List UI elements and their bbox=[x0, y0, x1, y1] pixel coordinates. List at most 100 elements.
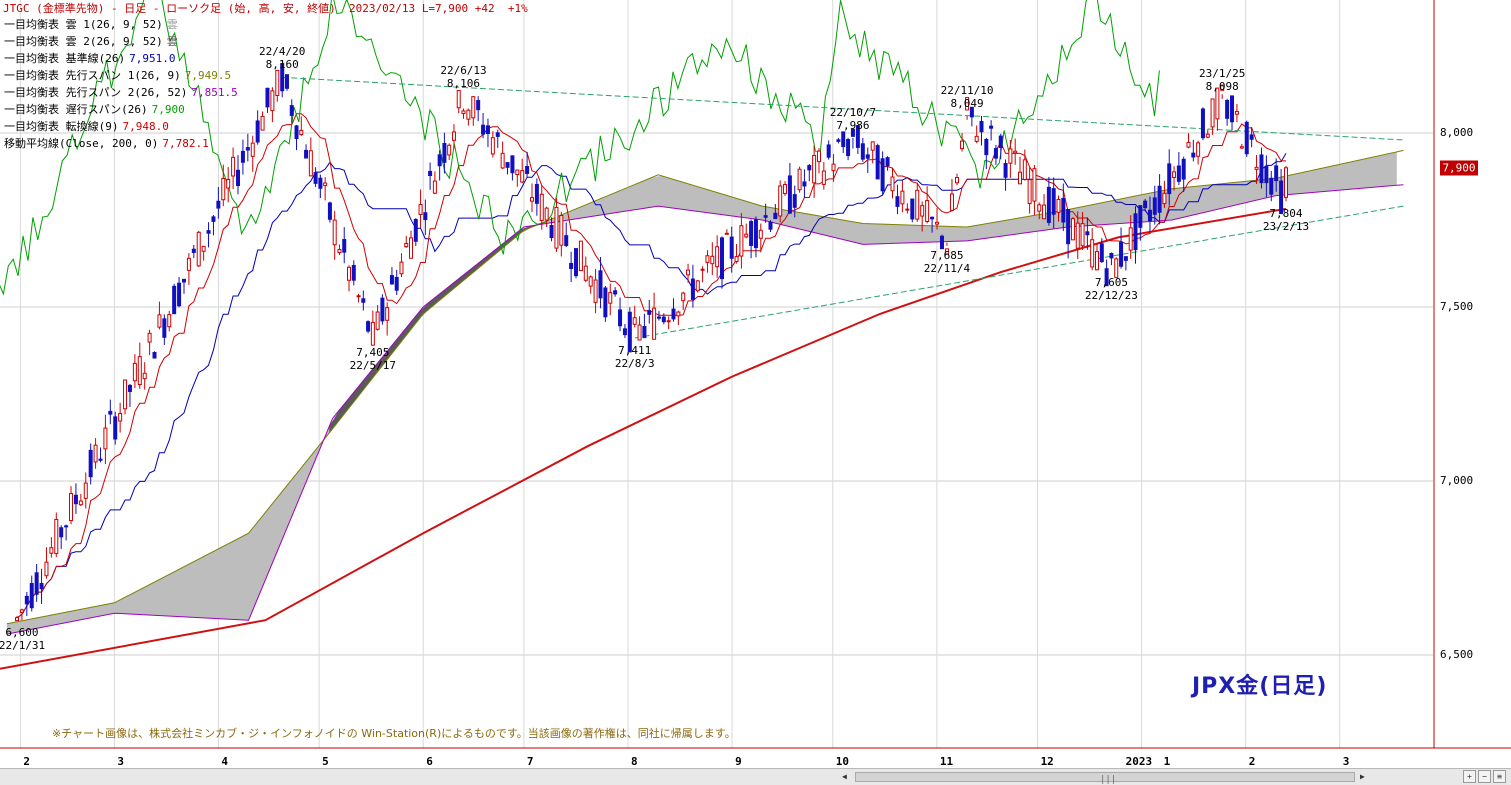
pivot-line-1: 23/1/25 bbox=[1199, 66, 1246, 80]
candle-body bbox=[318, 177, 323, 189]
candle-body bbox=[734, 256, 739, 262]
indicator-label: 一目均衡表 転換線(9) bbox=[4, 120, 119, 133]
indicator-value: 7,851.5 bbox=[191, 86, 238, 99]
candle-body bbox=[1099, 243, 1104, 263]
candle-body bbox=[1264, 166, 1269, 184]
candle-body bbox=[831, 163, 836, 172]
candle-body bbox=[1279, 180, 1284, 215]
candle-body bbox=[1114, 258, 1119, 278]
header-change-pct: +1% bbox=[507, 2, 528, 15]
candle-body bbox=[1094, 251, 1099, 271]
pivot-label: 22/11/10 8,049 bbox=[941, 84, 994, 110]
candle-body bbox=[280, 63, 285, 92]
candle-body bbox=[370, 321, 375, 346]
candle-body bbox=[965, 97, 970, 111]
zoom-out-icon[interactable]: − bbox=[1478, 770, 1491, 783]
indicator-label: 一目均衡表 基準線(26) bbox=[4, 52, 126, 65]
indicator-label: 一目均衡表 先行スパン 2(26, 52) bbox=[4, 86, 188, 99]
candle-body bbox=[485, 125, 490, 135]
header-title: JTGC (金標準先物) - 日足 - ローソク足 (始, 高, 安, 終値) bbox=[3, 2, 336, 15]
candle-body bbox=[910, 198, 915, 220]
candle-body bbox=[1200, 108, 1205, 139]
candle-body bbox=[380, 297, 385, 322]
x-tick-label: 12 bbox=[1040, 755, 1054, 768]
candle-body bbox=[969, 106, 974, 118]
candle-body bbox=[1269, 177, 1274, 195]
candle-body bbox=[98, 458, 103, 461]
candle-body bbox=[294, 125, 299, 140]
candle-body bbox=[442, 142, 447, 163]
x-tick-label: 11 bbox=[939, 755, 954, 768]
pivot-label: 23/1/25 8,098 bbox=[1199, 67, 1245, 93]
candle-body bbox=[569, 262, 574, 269]
candle-body bbox=[588, 276, 593, 287]
candle-body bbox=[739, 225, 744, 257]
pivot-label: 7,605 22/12/23 bbox=[1085, 276, 1138, 302]
candle-body bbox=[758, 229, 763, 239]
candle-body bbox=[118, 413, 123, 422]
fit-icon[interactable]: ≡ bbox=[1493, 770, 1506, 783]
candle-body bbox=[299, 129, 304, 135]
tenkan-line bbox=[16, 113, 1286, 619]
candle-body bbox=[308, 150, 313, 177]
indicator-row: 一目均衡表 転換線(9) 7,948.0 bbox=[4, 121, 169, 133]
candle-body bbox=[1225, 100, 1230, 119]
pivot-line-1: 7,804 bbox=[1269, 207, 1303, 221]
scroll-right-icon[interactable]: ▶ bbox=[1360, 772, 1365, 781]
candle-body bbox=[327, 202, 332, 220]
candle-body bbox=[613, 290, 618, 295]
indicator-label: 一目均衡表 雲 2(26, 9, 52) bbox=[4, 35, 163, 48]
x-tick-label: 2023 bbox=[1125, 755, 1153, 768]
candle-body bbox=[103, 427, 108, 450]
y-tick-label: 7,000 bbox=[1440, 474, 1474, 487]
candle-body bbox=[890, 176, 895, 192]
horizontal-scrollbar[interactable]: ◀ ||| ▶ + − ≡ bbox=[0, 768, 1511, 785]
candle-body bbox=[705, 255, 710, 263]
pivot-label: 7,411 22/8/3 bbox=[615, 344, 655, 370]
candle-body bbox=[413, 219, 418, 242]
candle-body bbox=[1152, 197, 1157, 215]
candle-body bbox=[885, 157, 890, 167]
candle-body bbox=[1205, 133, 1210, 138]
candle-body bbox=[1070, 218, 1075, 241]
candle-body bbox=[661, 316, 666, 323]
candle-body bbox=[54, 518, 59, 555]
indicator-row: 一目均衡表 先行スパン 2(26, 52) 7,851.5 bbox=[4, 87, 238, 99]
candle-body bbox=[39, 582, 44, 590]
candle-body bbox=[1167, 163, 1172, 195]
candle-body bbox=[255, 120, 260, 143]
candle-body bbox=[534, 183, 539, 204]
candle-body bbox=[720, 237, 724, 280]
indicator-label: 移動平均線(Close, 200, 0) bbox=[4, 137, 159, 150]
pivot-label: 7,405 22/5/17 bbox=[350, 346, 396, 372]
candle-body bbox=[905, 208, 910, 211]
pivot-line-1: 6,600 bbox=[5, 626, 39, 640]
candle-body bbox=[1274, 165, 1279, 182]
scroll-left-icon[interactable]: ◀ bbox=[842, 772, 847, 781]
candle-body bbox=[841, 131, 846, 148]
indicator-row: 一目均衡表 先行スパン 1(26, 9) 7,949.5 bbox=[4, 70, 231, 82]
candle-body bbox=[394, 276, 399, 291]
zoom-in-icon[interactable]: + bbox=[1463, 770, 1476, 783]
candle-body bbox=[375, 311, 380, 330]
candle-body bbox=[939, 235, 944, 250]
candle-body bbox=[481, 124, 486, 135]
pivot-line-2: 22/5/17 bbox=[349, 359, 397, 373]
candle-body bbox=[549, 225, 554, 239]
candle-body bbox=[19, 609, 24, 614]
y-tick-label: 8,000 bbox=[1440, 126, 1474, 139]
candle-body bbox=[783, 184, 788, 195]
candle-body bbox=[332, 219, 337, 246]
candle-body bbox=[147, 332, 152, 343]
candle-body bbox=[1157, 185, 1162, 213]
candle-body bbox=[773, 212, 778, 220]
chikou-line bbox=[0, 0, 1160, 296]
kijun-line bbox=[16, 153, 1287, 619]
candle-body bbox=[404, 242, 409, 248]
scrollbar-thumb[interactable]: ||| bbox=[855, 772, 1355, 785]
candle-body bbox=[627, 311, 632, 353]
candle-body bbox=[108, 410, 113, 415]
pivot-label: 7,685 22/11/4 bbox=[924, 249, 970, 275]
candle-body bbox=[676, 311, 681, 317]
candle-body bbox=[574, 248, 579, 277]
